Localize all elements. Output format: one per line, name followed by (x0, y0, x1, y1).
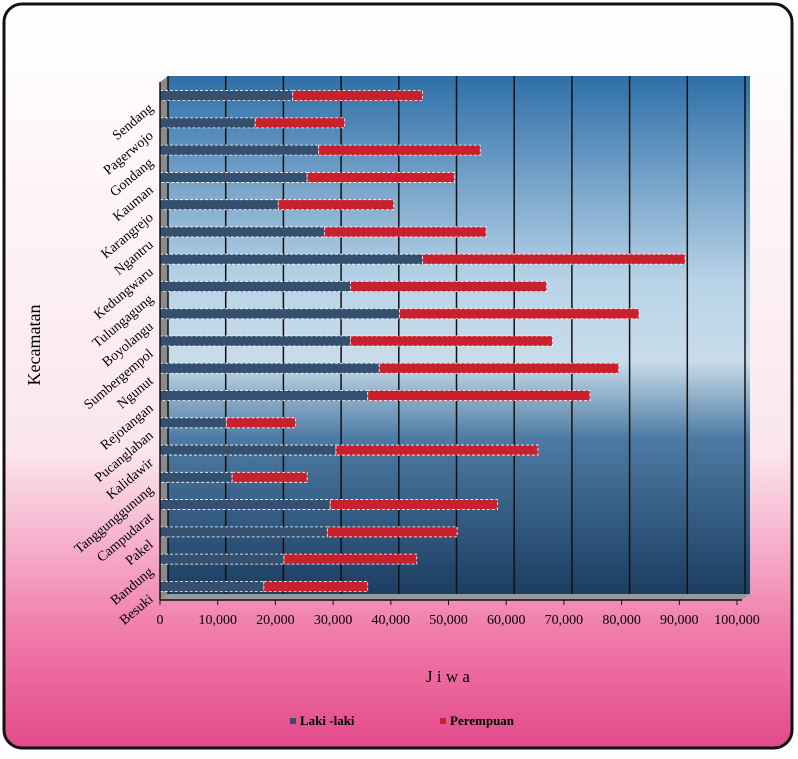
x-tick-label: 20,000 (256, 613, 295, 628)
x-tick-label: 80,000 (602, 613, 641, 628)
bar-segment (292, 90, 423, 102)
bar-segment (283, 553, 418, 565)
bar-segment (329, 499, 498, 510)
bar-segment (159, 390, 369, 401)
x-tick-label: 40,000 (372, 613, 411, 628)
bar-segment (159, 471, 233, 483)
bar-segment (159, 308, 400, 320)
bar-segment (335, 444, 539, 456)
bar-segment (350, 281, 547, 292)
bar-segment (367, 390, 591, 401)
bar-segment (159, 144, 320, 156)
x-tick-label: 60,000 (487, 613, 526, 628)
bar-segment (159, 172, 308, 183)
bar-segment (254, 117, 346, 129)
legend-label: Laki -laki (300, 713, 355, 728)
x-tick-label: 70,000 (545, 613, 584, 628)
x-axis-title: J i w a (426, 667, 470, 686)
bar-segment (159, 117, 256, 129)
bar-segment (159, 526, 328, 538)
bar-segment (277, 199, 395, 211)
legend-swatch (440, 718, 446, 724)
y-axis-title: Kecamatan (24, 305, 44, 386)
bar-segment (422, 253, 686, 265)
x-tick-label: 90,000 (660, 613, 699, 628)
bar-segment (159, 444, 337, 456)
bar-segment (159, 253, 423, 265)
x-tick-label: 100,000 (714, 613, 760, 628)
x-tick-label: 50,000 (429, 613, 468, 628)
bar-segment (324, 226, 487, 238)
x-tick-label: 10,000 (198, 613, 237, 628)
bar-segment (306, 172, 455, 183)
bar-segment (159, 553, 285, 565)
bar-segment (159, 90, 294, 102)
bar-segment (263, 580, 369, 592)
bar-segment (231, 471, 308, 483)
legend-label: Perempuan (450, 713, 515, 728)
legend-swatch (290, 718, 296, 724)
bar-segment (225, 417, 296, 429)
bar-segment (378, 362, 620, 374)
bar-segment (350, 335, 553, 347)
x-tick-label: 0 (157, 613, 164, 628)
bar-segment (159, 499, 331, 510)
bar-segment (159, 226, 325, 238)
bar-segment (399, 308, 640, 320)
x-tick-label: 30,000 (314, 613, 353, 628)
bar-segment (318, 144, 481, 156)
bar-segment (159, 199, 279, 211)
bar-segment (159, 281, 351, 292)
bar-segment (326, 526, 458, 538)
bar-segment (159, 580, 265, 592)
bar-segment (159, 335, 351, 347)
bar-segment (159, 362, 380, 374)
bar-segment (159, 417, 227, 429)
plot-floor (160, 594, 750, 600)
